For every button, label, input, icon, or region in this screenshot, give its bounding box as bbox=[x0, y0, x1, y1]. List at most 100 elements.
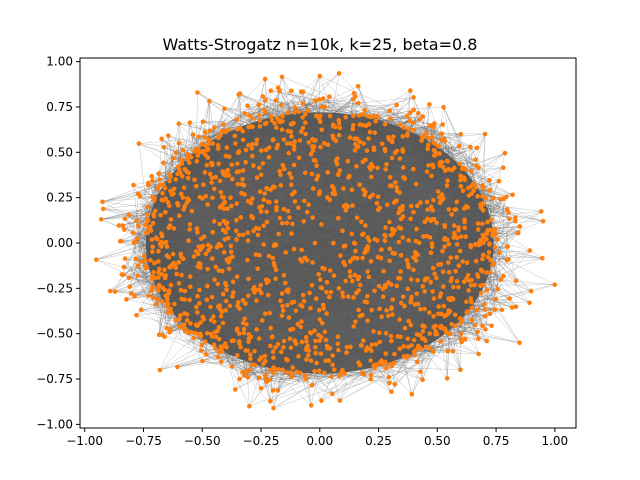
node-point bbox=[219, 194, 225, 200]
node-point bbox=[156, 282, 162, 288]
node-point bbox=[178, 191, 184, 197]
node-point bbox=[327, 346, 333, 351]
node-point bbox=[196, 134, 201, 140]
node-point bbox=[393, 180, 398, 185]
node-point bbox=[94, 257, 99, 263]
node-point bbox=[309, 283, 315, 288]
node-point bbox=[384, 202, 390, 207]
node-point bbox=[266, 155, 272, 160]
node-point bbox=[153, 208, 158, 214]
node-point bbox=[268, 325, 274, 331]
node-point bbox=[145, 230, 150, 236]
node-point bbox=[320, 320, 325, 326]
node-point bbox=[203, 251, 209, 257]
node-point bbox=[100, 199, 105, 205]
node-point bbox=[357, 313, 363, 319]
node-point bbox=[464, 299, 469, 305]
node-point bbox=[325, 170, 331, 175]
node-point bbox=[234, 274, 240, 280]
node-point bbox=[298, 303, 303, 308]
node-point bbox=[366, 274, 372, 280]
node-point bbox=[468, 144, 473, 150]
node-point bbox=[320, 96, 326, 101]
node-point bbox=[153, 235, 159, 240]
node-point bbox=[145, 183, 151, 188]
node-point bbox=[235, 181, 241, 187]
node-point bbox=[275, 341, 281, 347]
node-point bbox=[482, 314, 488, 319]
node-point bbox=[330, 353, 335, 358]
node-point bbox=[374, 113, 380, 119]
node-point bbox=[408, 216, 413, 222]
node-point bbox=[145, 218, 151, 224]
node-point bbox=[273, 98, 279, 103]
node-point bbox=[361, 111, 367, 117]
node-point bbox=[275, 85, 281, 90]
node-point bbox=[162, 186, 168, 191]
node-point bbox=[259, 204, 265, 209]
node-point bbox=[281, 207, 287, 212]
node-point bbox=[178, 157, 184, 162]
node-point bbox=[281, 166, 287, 172]
node-point bbox=[472, 322, 478, 328]
node-point bbox=[313, 137, 318, 143]
node-point bbox=[240, 137, 246, 143]
node-point bbox=[277, 215, 283, 221]
node-point bbox=[162, 240, 168, 246]
node-point bbox=[469, 168, 474, 174]
node-point bbox=[384, 365, 389, 371]
node-point bbox=[354, 163, 359, 169]
node-point bbox=[489, 323, 494, 329]
node-point bbox=[430, 207, 435, 213]
node-point bbox=[304, 339, 309, 344]
node-point bbox=[289, 88, 294, 94]
node-point bbox=[261, 242, 267, 247]
node-point bbox=[304, 209, 310, 215]
node-point bbox=[211, 219, 217, 224]
node-point bbox=[107, 288, 113, 294]
node-point bbox=[472, 282, 478, 288]
node-point bbox=[192, 330, 198, 336]
node-point bbox=[329, 391, 335, 397]
node-point bbox=[297, 138, 303, 143]
node-point bbox=[240, 232, 246, 238]
node-point bbox=[148, 257, 153, 263]
node-point bbox=[501, 165, 506, 170]
node-point bbox=[255, 232, 261, 238]
y-tick-label: 0.00 bbox=[46, 236, 73, 250]
node-point bbox=[323, 358, 329, 364]
node-point bbox=[377, 306, 382, 312]
node-point bbox=[210, 229, 216, 235]
node-point bbox=[234, 169, 240, 175]
node-point bbox=[150, 244, 155, 250]
node-point bbox=[441, 303, 447, 309]
node-point bbox=[151, 269, 156, 275]
node-point bbox=[151, 212, 156, 217]
node-point bbox=[386, 280, 391, 285]
node-point bbox=[134, 236, 140, 241]
node-point bbox=[452, 312, 458, 318]
x-tick-label: −0.50 bbox=[184, 434, 221, 448]
node-point bbox=[387, 258, 393, 264]
node-point bbox=[429, 244, 435, 249]
node-point bbox=[285, 128, 291, 134]
node-point bbox=[283, 356, 289, 362]
node-point bbox=[250, 215, 256, 221]
node-point bbox=[221, 344, 226, 349]
node-point bbox=[361, 338, 366, 343]
node-point bbox=[398, 269, 403, 274]
node-point bbox=[327, 197, 333, 202]
node-point bbox=[162, 275, 168, 281]
node-point bbox=[473, 184, 479, 190]
node-point bbox=[317, 317, 323, 322]
node-point bbox=[480, 221, 485, 227]
node-point bbox=[295, 321, 301, 327]
node-point bbox=[383, 225, 388, 230]
node-point bbox=[245, 238, 251, 243]
node-point bbox=[454, 242, 460, 247]
node-point bbox=[241, 330, 247, 336]
node-point bbox=[217, 307, 223, 312]
node-point bbox=[155, 297, 161, 302]
node-point bbox=[513, 215, 518, 220]
